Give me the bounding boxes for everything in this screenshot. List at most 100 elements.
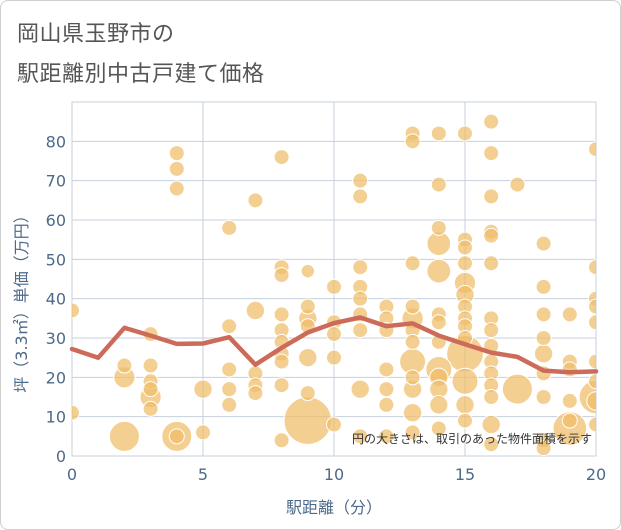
data-bubble <box>168 145 185 162</box>
y-tick-label: 80 <box>46 132 66 151</box>
data-bubble <box>326 326 342 343</box>
data-bubble <box>429 395 449 415</box>
data-bubble <box>430 219 447 236</box>
data-bubble <box>195 424 211 441</box>
data-bubble <box>457 255 473 272</box>
data-bubble <box>108 420 140 452</box>
data-bubble <box>455 395 475 415</box>
bubble-size-note: 円の大きさは、取引のあった物件面積を示す <box>352 431 592 446</box>
data-bubble <box>426 258 452 284</box>
x-axis-label: 駅距離（分） <box>286 498 382 517</box>
data-bubble <box>588 141 596 158</box>
data-bubble <box>588 314 596 331</box>
data-bubble <box>221 318 238 335</box>
data-bubble <box>193 379 213 399</box>
data-bubble <box>561 306 578 323</box>
data-bubble <box>588 259 596 276</box>
data-bubble <box>350 379 370 399</box>
data-bubble <box>352 259 369 276</box>
data-bubble <box>588 373 596 390</box>
data-bubble <box>457 412 473 429</box>
data-bubble <box>273 267 290 284</box>
x-tick-label: 15 <box>455 465 475 484</box>
data-bubble <box>509 176 526 193</box>
data-bubble <box>483 389 500 405</box>
data-bubble <box>561 412 578 429</box>
data-bubble <box>168 428 185 445</box>
data-bubble <box>378 396 395 413</box>
data-bubble <box>326 278 342 295</box>
data-bubble <box>535 389 552 405</box>
data-bubble <box>404 133 421 150</box>
data-bubble <box>168 160 185 177</box>
x-tick-label: 0 <box>67 465 77 484</box>
y-tick-label: 60 <box>46 211 66 230</box>
data-bubble <box>142 357 159 374</box>
data-bubble <box>457 239 473 256</box>
data-bubble <box>483 436 500 453</box>
data-bubble <box>299 298 316 315</box>
bubble-layer <box>72 113 596 456</box>
data-bubble <box>352 428 369 445</box>
data-bubble <box>221 396 238 413</box>
data-bubble <box>430 125 447 142</box>
data-bubble <box>352 290 369 307</box>
data-bubble <box>481 414 501 435</box>
data-bubble <box>561 392 578 409</box>
data-bubble <box>561 361 578 378</box>
data-bubble <box>221 381 238 398</box>
data-bubble <box>72 302 80 319</box>
data-bubble <box>299 385 316 402</box>
y-tick-label: 20 <box>46 368 66 387</box>
y-tick-label: 50 <box>46 250 66 269</box>
x-tick-label: 10 <box>324 465 344 484</box>
data-bubble <box>404 255 421 272</box>
data-bubble <box>535 278 552 295</box>
x-tick-label: 20 <box>586 465 606 484</box>
data-bubble <box>142 381 159 398</box>
data-bubble <box>501 373 533 405</box>
y-tick-label: 10 <box>46 408 66 427</box>
data-bubble <box>430 176 447 193</box>
data-bubble <box>273 149 290 166</box>
chart-title-line-1: 岡山県玉野市の <box>17 22 175 47</box>
x-axis-ticks: 0 5 10 15 20 <box>67 465 606 484</box>
data-bubble <box>326 416 342 433</box>
chart-title-line-2: 駅距離別中古戸建て価格 <box>17 62 265 87</box>
data-bubble <box>451 367 479 395</box>
data-bubble <box>273 353 290 370</box>
data-bubble <box>483 255 500 272</box>
data-bubble <box>535 235 552 252</box>
data-bubble <box>588 298 596 315</box>
y-tick-label: 70 <box>46 172 66 191</box>
data-bubble <box>273 377 290 394</box>
data-bubble <box>535 306 552 323</box>
data-bubble <box>535 440 552 456</box>
x-tick-label: 5 <box>198 465 208 484</box>
data-bubble <box>483 188 500 205</box>
data-bubble <box>430 420 447 437</box>
data-bubble <box>247 192 264 209</box>
y-tick-label: 30 <box>46 329 66 348</box>
data-bubble <box>533 344 554 364</box>
data-bubble <box>168 180 185 197</box>
data-bubble <box>588 353 596 370</box>
data-bubble <box>273 432 290 449</box>
data-bubble <box>586 391 596 411</box>
data-bubble <box>72 404 80 421</box>
y-axis-ticks: 0 10 20 30 40 50 60 70 80 <box>46 132 66 466</box>
data-bubble <box>352 188 369 205</box>
data-bubble <box>378 361 395 378</box>
average-price-line <box>69 315 599 375</box>
data-bubble <box>404 333 421 350</box>
data-bubble <box>221 361 238 378</box>
data-bubble <box>300 263 316 279</box>
data-bubble <box>404 369 421 386</box>
data-bubble <box>352 172 369 189</box>
data-bubble <box>298 347 318 368</box>
data-bubble <box>483 145 500 162</box>
data-bubble <box>588 416 596 433</box>
data-bubble <box>116 357 133 374</box>
data-bubble <box>404 298 421 315</box>
data-bubble <box>378 381 395 398</box>
